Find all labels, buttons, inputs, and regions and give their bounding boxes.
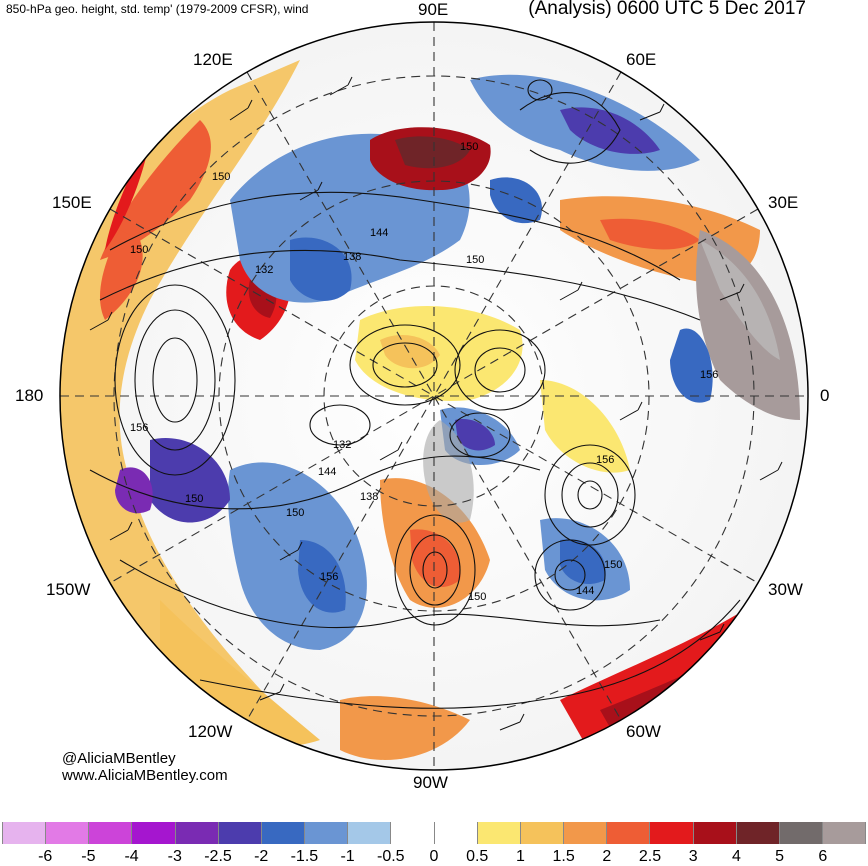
colorbar-tick-label: 3 <box>688 848 698 865</box>
contour-label: 156 <box>700 369 718 381</box>
wind-barbs <box>89 76 783 731</box>
colorbar-tick-label: 2 <box>602 848 612 865</box>
colorbar-tick-label: -5 <box>81 848 96 865</box>
colorbar <box>2 822 867 844</box>
colorbar-swatch <box>348 822 392 844</box>
lon-label-90w: 90W <box>413 773 448 792</box>
lon-label-180: 180 <box>15 386 44 405</box>
colorbar-swatch <box>89 822 133 844</box>
colorbar-labels: -6 -5 -4 -3 -2.5 -2 -1.5 -1 -0.5 0 0.5 1 1.5 2 2.5 3 4 5 6 <box>0 848 868 865</box>
contour-label: 150 <box>460 141 478 153</box>
contour-label: 156 <box>596 454 614 466</box>
colorbar-tick-label: 0.5 <box>466 848 489 865</box>
contour-label: 150 <box>130 244 148 256</box>
graticule <box>60 22 808 770</box>
colorbar-tick-label: -2.5 <box>204 848 232 865</box>
colorbar-tick-label: 1 <box>515 848 525 865</box>
colorbar-swatch <box>132 822 176 844</box>
colorbar-tick-label: 0 <box>429 848 439 865</box>
contour-label: 156 <box>320 571 338 583</box>
credit-website: www.AliciaMBentley.com <box>62 767 228 784</box>
contour-label: 138 <box>360 491 378 503</box>
colorbar-tick-label: -1 <box>340 848 355 865</box>
lon-label-60w: 60W <box>626 722 661 741</box>
colorbar-swatch <box>2 822 47 844</box>
colorbar-swatch <box>477 822 521 844</box>
map-title: 850-hPa geo. height, std. temp' (1979-20… <box>6 2 309 16</box>
contour-label: 138 <box>343 251 361 263</box>
map-boundary <box>59 21 809 771</box>
colorbar-swatch <box>564 822 608 844</box>
polar-map: 150 150 144 138 132 150 156 132 144 138 … <box>59 21 809 771</box>
colorbar-tick-label: -3 <box>167 848 182 865</box>
colorbar-tick-label: 6 <box>818 848 828 865</box>
colorbar-swatch <box>650 822 694 844</box>
colorbar-swatch <box>822 822 867 844</box>
colorbar-tick-label: -6 <box>38 848 53 865</box>
lon-label-0: 0 <box>820 386 830 405</box>
colorbar-swatch <box>305 822 349 844</box>
lon-label-150w: 150W <box>46 580 91 599</box>
credit-handle: @AliciaMBentley <box>62 750 176 767</box>
contour-label: 132 <box>255 264 273 276</box>
lon-label-120e: 120E <box>193 50 233 69</box>
height-contours <box>89 79 741 709</box>
colorbar-swatch <box>693 822 737 844</box>
contour-labels: 150 150 144 138 132 150 156 132 144 138 … <box>130 141 718 603</box>
colorbar-swatch <box>520 822 565 844</box>
colorbar-swatch <box>261 822 306 844</box>
lon-label-90e: 90E <box>418 0 449 19</box>
colorbar-swatch <box>607 822 651 844</box>
colorbar-swatch <box>391 822 435 844</box>
contour-label: 150 <box>468 591 486 603</box>
colorbar-swatch <box>218 822 262 844</box>
contour-label: 150 <box>212 171 230 183</box>
colorbar-swatch <box>736 822 780 844</box>
contour-label: 144 <box>318 466 336 478</box>
analysis-time-title: (Analysis) 0600 UTC 5 Dec 2017 <box>528 0 806 19</box>
colorbar-tick-label: 5 <box>775 848 785 865</box>
lon-label-30e: 30E <box>768 193 799 212</box>
contour-label: 156 <box>130 422 148 434</box>
lon-label-120w: 120W <box>188 722 233 741</box>
credit-block: @AliciaMBentley www.AliciaMBentley.com <box>62 750 228 784</box>
colorbar-swatch <box>434 822 478 844</box>
temperature-anomaly-field <box>60 22 808 770</box>
colorbar-tick-label: 4 <box>731 848 741 865</box>
colorbar-tick-label: -0.5 <box>377 848 405 865</box>
contour-label: 132 <box>333 439 351 451</box>
contour-label: 150 <box>604 559 622 571</box>
lon-label-60e: 60E <box>626 50 657 69</box>
colorbar-tick-label: 2.5 <box>638 848 662 865</box>
colorbar-tick-label: -2 <box>254 848 269 865</box>
colorbar-swatch <box>175 822 219 844</box>
colorbar-tick-label: -1.5 <box>290 848 319 865</box>
colorbar-tick-label: 1.5 <box>552 848 575 865</box>
colorbar-swatch <box>46 822 90 844</box>
contour-label: 150 <box>185 493 203 505</box>
colorbar-tick-label: -4 <box>124 848 139 865</box>
contour-label: 150 <box>286 507 304 519</box>
colorbar-swatch <box>779 822 823 844</box>
contour-label: 144 <box>370 227 388 239</box>
lon-label-30w: 30W <box>768 580 803 599</box>
contour-label: 150 <box>466 254 484 266</box>
lon-label-150e: 150E <box>52 193 92 212</box>
contour-label: 144 <box>576 585 594 597</box>
